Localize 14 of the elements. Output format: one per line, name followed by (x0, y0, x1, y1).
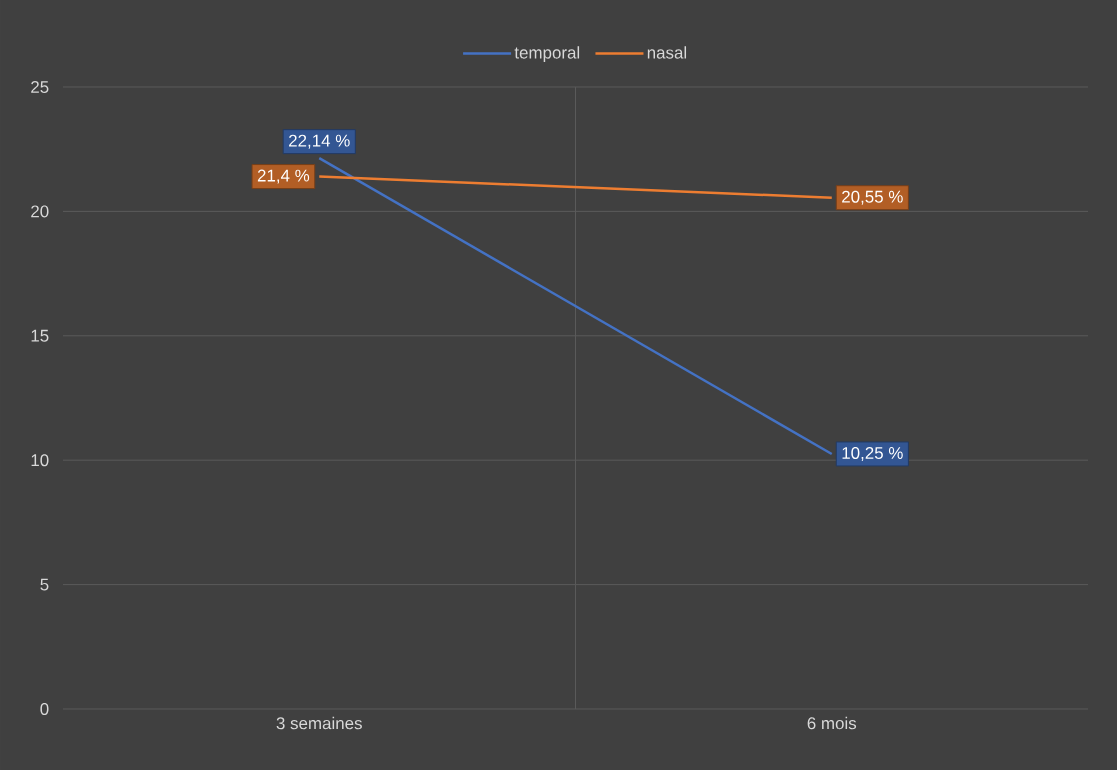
legend-label: nasal (647, 46, 687, 59)
y-tick-label: 10 (31, 454, 49, 467)
data-label: 10,25 % (842, 446, 903, 461)
data-label: 20,55 % (842, 190, 903, 205)
y-tick-label: 0 (40, 702, 49, 715)
y-tick-label: 5 (40, 578, 49, 591)
y-tick-label: 20 (31, 205, 49, 218)
x-tick-label: 3 semaines (276, 716, 362, 730)
data-label: 22,14 % (289, 134, 350, 149)
y-tick-label: 25 (31, 80, 49, 93)
x-tick-label: 6 mois (807, 716, 857, 730)
data-label: 21,4 % (257, 169, 310, 184)
y-tick-label: 15 (31, 329, 49, 342)
legend-label: temporal (514, 46, 580, 62)
